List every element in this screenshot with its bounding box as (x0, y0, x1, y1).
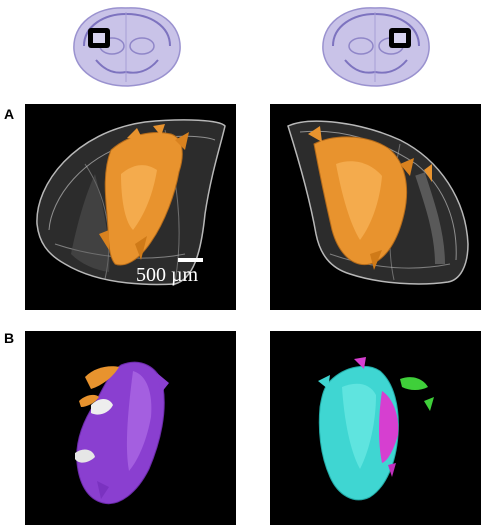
brain-section-thumbnail-left (66, 2, 188, 90)
panel-b-right-render (270, 331, 481, 525)
panel-b-left-render (25, 331, 236, 525)
scale-bar-label: 500 µm (136, 264, 199, 286)
panel-label-b: B (4, 330, 15, 346)
panel-a-right-render (270, 104, 481, 310)
brain-section-thumbnail-right (315, 2, 437, 90)
panel-label-a: A (4, 106, 15, 122)
scale-bar (178, 258, 203, 262)
panel-a-left-render (25, 104, 236, 310)
